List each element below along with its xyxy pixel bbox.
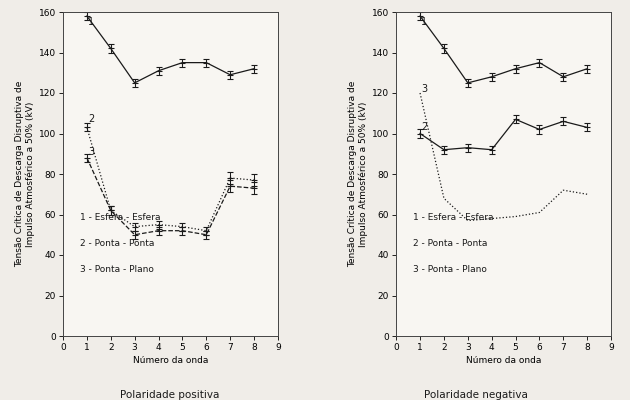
X-axis label: Número da onda: Número da onda: [133, 356, 208, 365]
Y-axis label: Tensão Crítica de Descarga Disruptiva de
Impulso Atmosférico a 50% (kV): Tensão Crítica de Descarga Disruptiva de…: [14, 81, 35, 267]
Text: 1 - Esfera - Esfera: 1 - Esfera - Esfera: [413, 213, 494, 222]
Text: 2 - Ponta - Ponta: 2 - Ponta - Ponta: [413, 239, 488, 248]
Y-axis label: Tensão Crítica de Descarga Disruptiva de
Impulso Atmosférico a 50% (kV): Tensão Crítica de Descarga Disruptiva de…: [348, 81, 368, 267]
Text: 3 - Ponta - Plano: 3 - Ponta - Plano: [413, 265, 487, 274]
Text: 2: 2: [421, 122, 428, 132]
Text: 1: 1: [421, 17, 427, 27]
Text: 1: 1: [88, 17, 94, 27]
Text: Polaridade positiva: Polaridade positiva: [120, 390, 220, 400]
Text: 2 - Ponta - Ponta: 2 - Ponta - Ponta: [80, 239, 154, 248]
Text: 1 - Esfera - Esfera: 1 - Esfera - Esfera: [80, 213, 161, 222]
X-axis label: Número da onda: Número da onda: [466, 356, 541, 365]
Text: 3: 3: [421, 84, 427, 94]
Text: Polaridade negativa: Polaridade negativa: [424, 390, 527, 400]
Text: 2: 2: [88, 114, 94, 124]
Text: 3 - Ponta - Plano: 3 - Ponta - Plano: [80, 265, 154, 274]
Text: 3: 3: [88, 147, 94, 157]
